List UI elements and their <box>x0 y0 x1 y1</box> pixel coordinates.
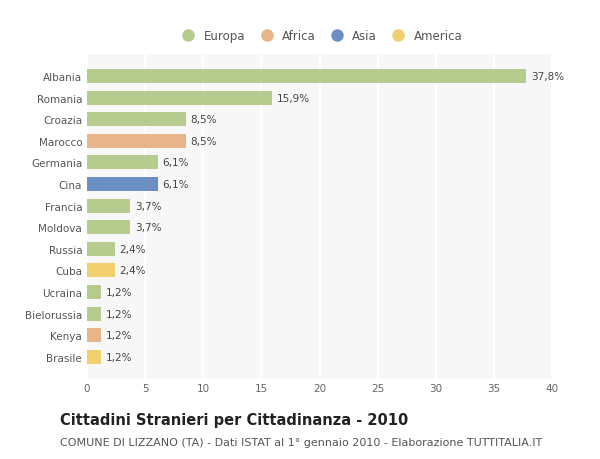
Text: 2,4%: 2,4% <box>119 266 146 276</box>
Text: 3,7%: 3,7% <box>134 223 161 233</box>
Text: 1,2%: 1,2% <box>106 309 132 319</box>
Text: 8,5%: 8,5% <box>190 115 217 125</box>
Text: 37,8%: 37,8% <box>531 72 564 82</box>
Text: Cittadini Stranieri per Cittadinanza - 2010: Cittadini Stranieri per Cittadinanza - 2… <box>60 413 408 428</box>
Text: 6,1%: 6,1% <box>163 158 189 168</box>
Bar <box>87 264 115 278</box>
Text: 15,9%: 15,9% <box>277 93 310 103</box>
Bar <box>87 350 101 364</box>
Bar <box>87 91 272 106</box>
Bar <box>87 221 130 235</box>
Legend: Europa, Africa, Asia, America: Europa, Africa, Asia, America <box>172 25 467 48</box>
Text: 1,2%: 1,2% <box>106 352 132 362</box>
Bar <box>87 328 101 342</box>
Text: 2,4%: 2,4% <box>119 244 146 254</box>
Text: COMUNE DI LIZZANO (TA) - Dati ISTAT al 1° gennaio 2010 - Elaborazione TUTTITALIA: COMUNE DI LIZZANO (TA) - Dati ISTAT al 1… <box>60 437 542 447</box>
Bar <box>87 242 115 256</box>
Bar <box>87 134 186 148</box>
Bar <box>87 156 158 170</box>
Bar <box>87 285 101 299</box>
Bar <box>87 199 130 213</box>
Text: 1,2%: 1,2% <box>106 330 132 341</box>
Text: 6,1%: 6,1% <box>163 179 189 190</box>
Bar <box>87 307 101 321</box>
Text: 1,2%: 1,2% <box>106 287 132 297</box>
Bar <box>87 70 526 84</box>
Bar <box>87 113 186 127</box>
Text: 3,7%: 3,7% <box>134 201 161 211</box>
Text: 8,5%: 8,5% <box>190 136 217 146</box>
Bar <box>87 178 158 191</box>
